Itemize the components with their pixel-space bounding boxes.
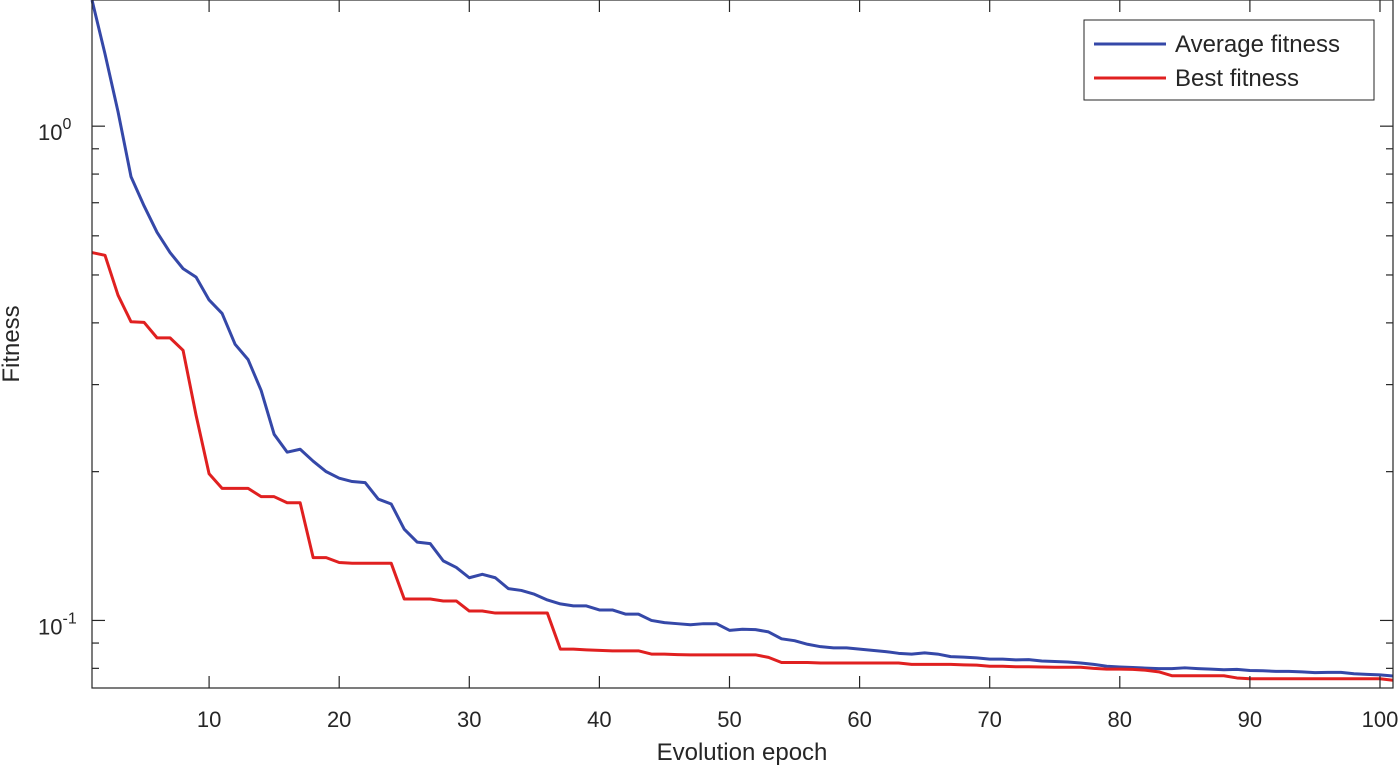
- legend-box: [1083, 19, 1375, 101]
- x-tick-label: 60: [847, 707, 871, 732]
- y-axis-label: Fitness: [0, 305, 25, 382]
- legend-label-best: Best fitness: [1175, 65, 1299, 92]
- series-line-average-fitness: [90, 0, 1394, 678]
- x-tick-label: 50: [717, 707, 741, 732]
- legend-label-average: Average fitness: [1175, 31, 1340, 58]
- x-tick-label: 90: [1238, 707, 1262, 732]
- x-tick-label: 70: [977, 707, 1001, 732]
- series-group: [90, 0, 1394, 682]
- x-tick-label: 40: [587, 707, 611, 732]
- series-line-best-fitness: [91, 251, 1394, 682]
- plot-frame: [91, 0, 1394, 689]
- x-tick-labels: 10 20 30 40 50 60 70 80 90 100: [197, 707, 1399, 732]
- x-tick-label: 10: [197, 707, 221, 732]
- x-tick-label: 80: [1108, 707, 1132, 732]
- ticks-group: [92, 0, 1393, 688]
- y-tick-label: 100: [38, 116, 71, 145]
- legend[interactable]: Average fitness Best fitness: [1083, 19, 1375, 101]
- x-tick-label: 20: [327, 707, 351, 732]
- x-tick-label: 30: [457, 707, 481, 732]
- plot-background: [92, 0, 1393, 688]
- x-tick-label: 100: [1362, 707, 1399, 732]
- y-tick-label: 10-1: [38, 610, 77, 639]
- x-axis-label: Evolution epoch: [657, 739, 828, 766]
- y-tick-labels: 100 10-1: [38, 116, 77, 639]
